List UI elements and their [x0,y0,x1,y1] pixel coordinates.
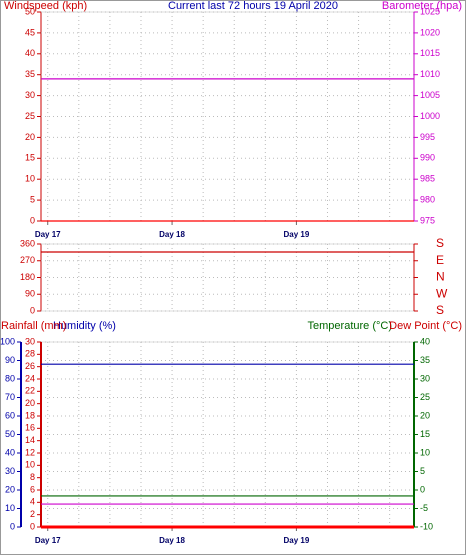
y-tick-label: 15 [25,153,35,163]
y-tick-label: 2 [30,509,35,519]
chart-title: Current last 72 hours 19 April 2020 [168,0,338,12]
y-tick-label: S [436,236,444,250]
axis-label: Humidity (%) [53,320,116,332]
y-tick-label: 0 [30,305,35,315]
y-tick-label: 30 [5,466,15,476]
y-tick-label: 5 [420,466,425,476]
y-tick-label: -5 [420,503,428,513]
x-tick-label: Day 18 [159,230,185,239]
y-tick-label: 22 [25,386,35,396]
x-tick-label: Day 17 [35,230,61,239]
axis-label: Rainfall (mm) [1,320,66,332]
y-tick-label: 50 [5,429,15,439]
y-tick-label: 1020 [420,27,440,37]
y-tick-label: 28 [25,349,35,359]
y-tick-label: 270 [20,255,35,265]
y-tick-label: 25 [25,111,35,121]
axis-label: Barometer (hpa) [382,0,462,12]
axis-label: Temperature (°C) [308,320,392,332]
y-tick-label: 10 [420,447,430,457]
y-tick-label: 45 [25,27,35,37]
y-tick-label: 0 [30,215,35,225]
y-tick-label: 10 [25,174,35,184]
axis-label: Dew Point (°C) [389,320,462,332]
y-tick-label: 35 [25,69,35,79]
y-tick-label: 1000 [420,111,440,121]
y-tick-label: 20 [25,398,35,408]
y-tick-label: 30 [25,336,35,346]
y-tick-label: E [436,253,444,267]
y-tick-label: S [436,303,444,317]
y-tick-label: 25 [420,392,430,402]
y-tick-label: 0 [420,484,425,494]
y-tick-label: 26 [25,361,35,371]
plot-area [40,11,415,222]
y-tick-label: 40 [25,48,35,58]
y-tick-label: 80 [5,373,15,383]
plot-area [40,341,415,528]
x-tick-label: Day 17 [35,536,61,545]
y-tick-label: 60 [5,410,15,420]
y-tick-label: 180 [20,272,35,282]
y-tick-label: 20 [25,132,35,142]
x-tick-label: Day 19 [284,230,310,239]
y-tick-label: W [436,286,448,300]
y-tick-label: 1025 [420,6,440,16]
y-tick-label: 985 [420,174,435,184]
x-tick-label: Day 19 [284,536,310,545]
y-tick-label: 16 [25,423,35,433]
y-tick-label: 980 [420,194,435,204]
y-tick-label: 30 [420,373,430,383]
y-tick-label: -10 [420,521,433,531]
y-tick-label: 1010 [420,69,440,79]
y-tick-label: 8 [30,472,35,482]
y-tick-label: 15 [420,429,430,439]
y-tick-label: N [436,270,445,284]
y-tick-label: 20 [5,484,15,494]
y-tick-label: 50 [25,6,35,16]
y-tick-label: 30 [25,90,35,100]
y-tick-label: 20 [420,410,430,420]
y-tick-label: 90 [25,289,35,299]
y-tick-label: 5 [30,194,35,204]
y-tick-label: 18 [25,410,35,420]
y-tick-label: 360 [20,238,35,248]
y-tick-label: 35 [420,355,430,365]
x-tick-label: Day 18 [159,536,185,545]
y-tick-label: 0 [10,521,15,531]
y-tick-label: 990 [420,153,435,163]
y-tick-label: 6 [30,484,35,494]
y-tick-label: 995 [420,132,435,142]
y-tick-label: 1015 [420,48,440,58]
y-tick-label: 24 [25,373,35,383]
y-tick-label: 40 [5,447,15,457]
axis-label: Windspeed (kph) [4,0,87,12]
y-tick-label: 0 [30,521,35,531]
y-tick-label: 14 [25,435,35,445]
y-tick-label: 12 [25,447,35,457]
y-tick-label: 70 [5,392,15,402]
y-tick-label: 1005 [420,90,440,100]
y-tick-label: 100 [0,336,15,346]
y-tick-label: 10 [5,503,15,513]
y-tick-label: 975 [420,215,435,225]
y-tick-label: 4 [30,497,35,507]
plot-area [40,243,415,312]
y-tick-label: 10 [25,460,35,470]
y-tick-label: 90 [5,355,15,365]
y-tick-label: 40 [420,336,430,346]
